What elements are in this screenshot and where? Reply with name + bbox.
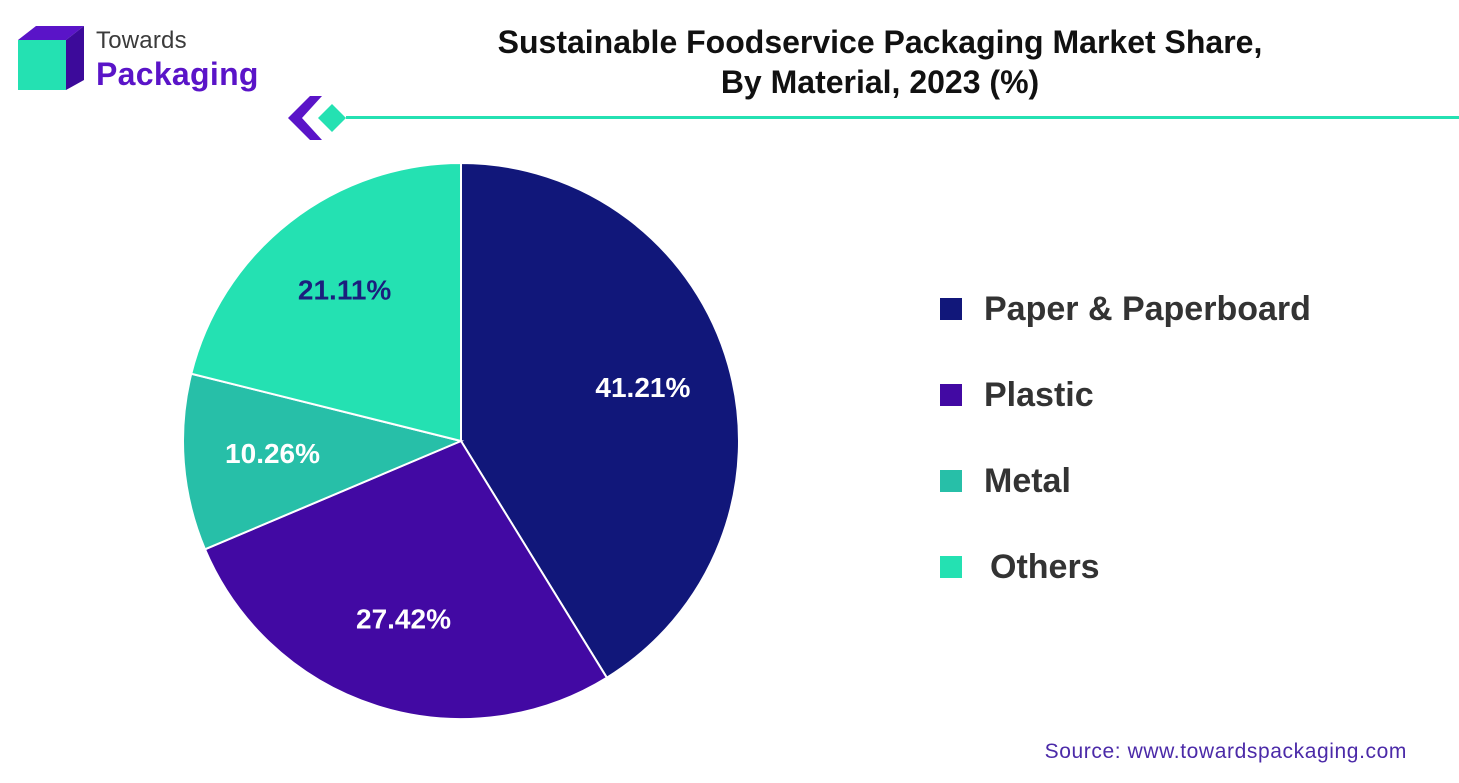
legend-swatch (940, 470, 962, 492)
pie-slice-others (190, 161, 462, 443)
chart-title-line2: By Material, 2023 (%) (720, 64, 1040, 100)
brand-name-line2: Packaging (96, 56, 259, 92)
legend-label: Metal (984, 461, 1071, 500)
legend-item-paper: Paper & Paperboard (940, 266, 1311, 352)
diamond-icon (318, 104, 346, 132)
pie-label-others: 21.11% (298, 274, 392, 305)
chart-title-line1: Sustainable Foodservice Packaging Market… (497, 24, 1263, 60)
pie-label-metal: 10.26% (225, 438, 320, 469)
legend-swatch (940, 298, 962, 320)
pie-slices (182, 161, 740, 720)
pie-slice-plastic (203, 439, 609, 720)
legend-item-plastic: Plastic (940, 352, 1311, 438)
legend-label: Paper & Paperboard (984, 289, 1311, 328)
chart-legend: Paper & Paperboard Plastic Metal Others (940, 266, 1311, 610)
packaging-cube-icon (18, 26, 84, 90)
pie-chart: 41.21% 27.42% 10.26% 21.11% (182, 161, 740, 720)
pie-slice-metal (182, 372, 465, 551)
brand-logo (18, 18, 278, 98)
pie-label-paper: 41.21% (595, 372, 690, 403)
source-note: Source: www.towardspackaging.com (1044, 740, 1407, 763)
pie-labels: 41.21% 27.42% 10.26% 21.11% (225, 274, 690, 634)
legend-item-metal: Metal (940, 438, 1311, 524)
legend-swatch (940, 556, 962, 578)
legend-item-others: Others (940, 524, 1311, 610)
legend-swatch (940, 384, 962, 406)
pie-slice-paper (460, 161, 740, 680)
legend-label: Plastic (984, 375, 1094, 414)
title-divider (288, 96, 1459, 140)
chart-title: Sustainable Foodservice Packaging Market… (380, 22, 1380, 102)
brand-name-line1: Towards (96, 27, 187, 54)
pie-label-plastic: 27.42% (356, 603, 451, 634)
legend-label: Others (990, 547, 1100, 586)
divider-line (346, 116, 1459, 119)
chevron-left-icon (288, 96, 322, 140)
